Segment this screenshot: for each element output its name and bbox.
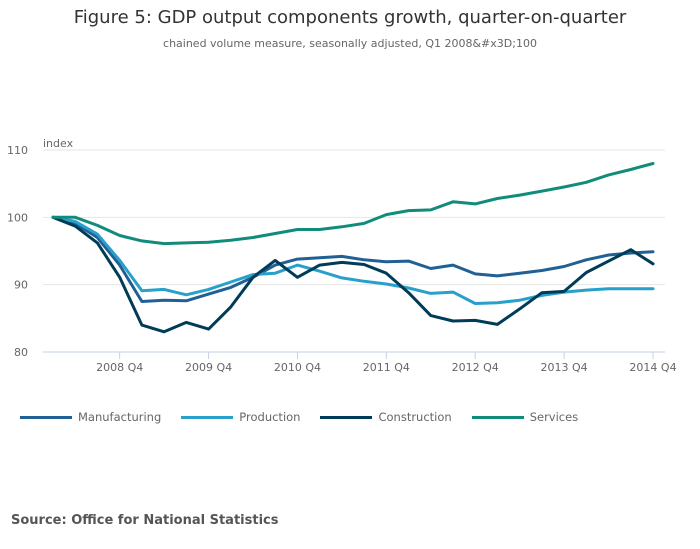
legend-item-manufacturing[interactable]: Manufacturing — [20, 410, 161, 424]
legend-label: Construction — [378, 410, 452, 424]
x-axis: 2008 Q4 2009 Q4 2010 Q4 2011 Q4 2012 Q4 2013 … — [96, 352, 677, 374]
chart-subtitle: chained volume measure, seasonally adjus… — [163, 37, 537, 50]
legend-item-production[interactable]: Production — [181, 410, 300, 424]
legend-item-construction[interactable]: Construction — [320, 410, 452, 424]
x-tick-label: 2014 Q4 — [629, 361, 676, 374]
legend-item-services[interactable]: Services — [471, 410, 579, 424]
chart-title: Figure 5: GDP output components growth, … — [73, 7, 627, 28]
x-tick-label: 2009 Q4 — [185, 361, 232, 374]
y-tick-label: 110 — [7, 144, 28, 157]
legend-swatch — [471, 415, 524, 419]
y-tick-label: 90 — [14, 279, 28, 292]
y-axis: 80 90 100 110 — [7, 144, 28, 359]
y-tick-label: 80 — [14, 346, 28, 359]
series-line-construction — [51, 215, 655, 334]
series-line-production — [51, 215, 655, 305]
x-tick-label: 2013 Q4 — [541, 361, 588, 374]
legend-label: Manufacturing — [78, 410, 162, 424]
series-lines — [51, 162, 655, 334]
series-line-services — [51, 162, 655, 246]
series-line-manufacturing — [51, 215, 655, 303]
x-tick-label: 2010 Q4 — [274, 361, 321, 374]
y-tick-label: 100 — [7, 211, 28, 224]
source-note: Source: Office for National Statistics — [11, 513, 279, 528]
legend-swatch — [320, 415, 373, 419]
gridlines — [43, 149, 665, 353]
legend-swatch — [181, 415, 234, 419]
y-axis-title: index — [43, 137, 74, 150]
x-tick-label: 2008 Q4 — [96, 361, 143, 374]
legend-label: Production — [239, 410, 301, 424]
x-tick-label: 2012 Q4 — [452, 361, 499, 374]
legend: Manufacturing Production Construction Se… — [20, 408, 598, 426]
legend-label: Services — [529, 410, 579, 424]
legend-swatch — [20, 415, 72, 419]
x-tick-label: 2011 Q4 — [363, 361, 410, 374]
